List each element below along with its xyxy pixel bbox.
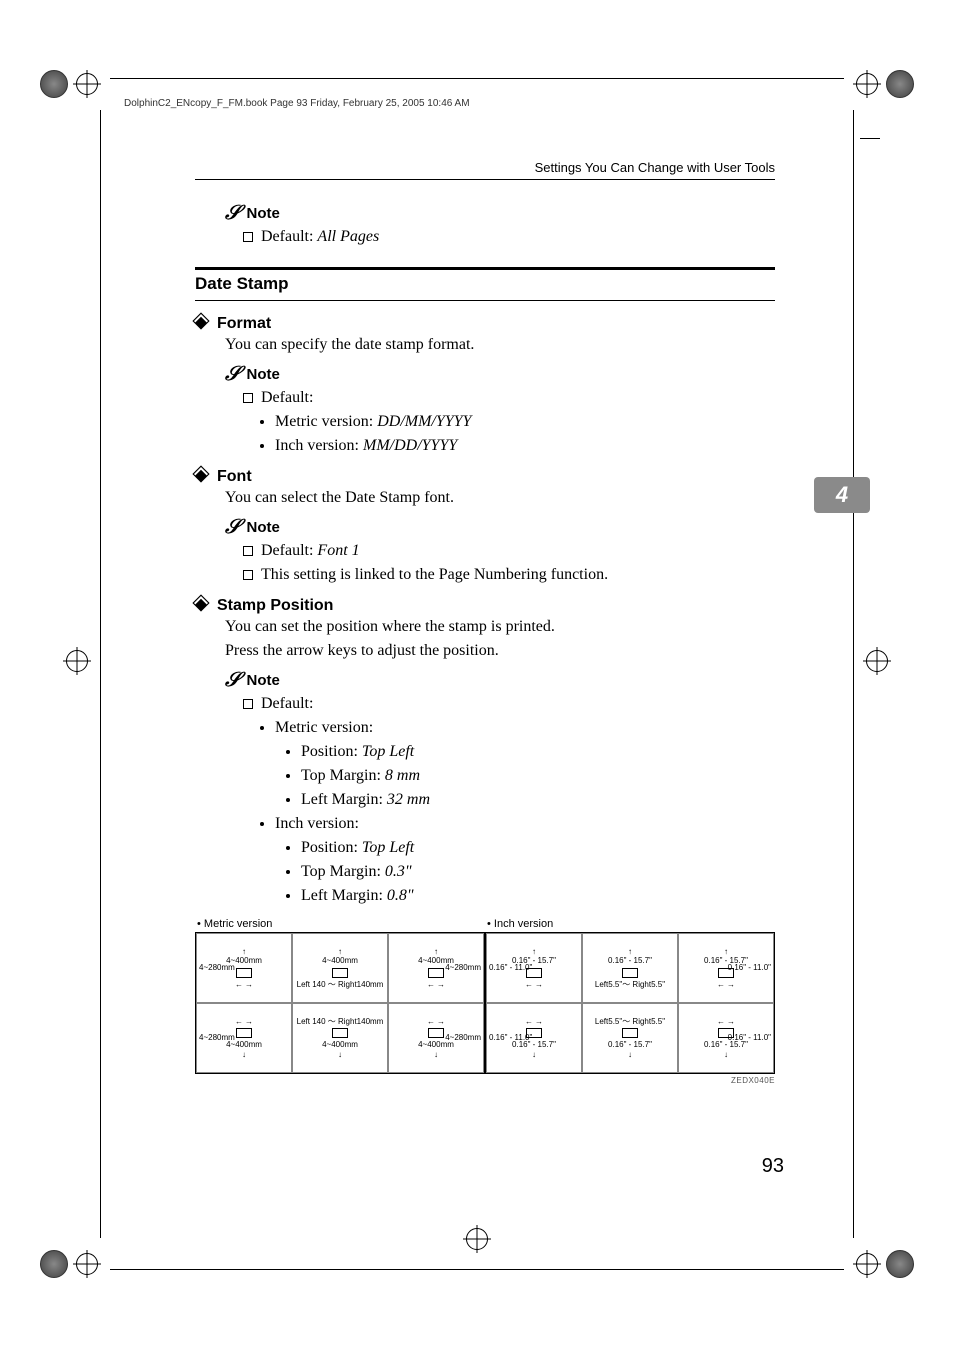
crop-mark-bottom-right — [856, 1250, 914, 1278]
stamp-desc2: Press the arrow keys to adjust the posit… — [225, 639, 775, 663]
font-heading: Font — [195, 468, 775, 486]
font-desc: You can select the Date Stamp font. — [225, 486, 775, 510]
crop-rule-left — [100, 110, 101, 1238]
stamp-inch-pos: Position: Top Left — [301, 836, 775, 860]
stamp-metric-pos: Position: Top Left — [301, 740, 775, 764]
format-inch: Inch version: MM/DD/YYYY — [275, 434, 775, 458]
crop-mark-bottom-center — [466, 1228, 488, 1250]
stamp-inch-label: Inch version: — [275, 812, 775, 836]
crop-rule-bottom — [110, 1269, 844, 1270]
section-date-stamp: Date Stamp — [195, 274, 775, 294]
crop-mark-bottom-left — [40, 1250, 98, 1278]
stamp-heading: Stamp Position — [195, 597, 775, 615]
diagram-inch-title: Inch version — [487, 918, 775, 930]
chapter-tab: 4 — [814, 477, 870, 513]
format-metric: Metric version: DD/MM/YYYY — [275, 410, 775, 434]
note-icon: 𝒮 — [225, 669, 240, 692]
format-heading: Format — [195, 315, 775, 333]
page-content: Settings You Can Change with User Tools … — [195, 160, 775, 1085]
stamp-inch-top: Top Margin: 0.3" — [301, 860, 775, 884]
running-head: Settings You Can Change with User Tools — [195, 160, 775, 180]
crop-mark-mid-left — [66, 650, 88, 672]
page-number: 93 — [762, 1155, 784, 1178]
format-note-heading: 𝒮 Note — [225, 363, 775, 386]
position-diagram: Metric version 4~280mm↑4~400mm ↑4~400mmL… — [195, 914, 775, 1085]
crop-mark-top-left — [40, 70, 98, 98]
book-header-line: DolphinC2_ENcopy_F_FM.book Page 93 Frida… — [124, 98, 470, 109]
stamp-default: Default: — [243, 692, 775, 716]
crop-rule-top — [110, 78, 844, 79]
stamp-inch-left: Left Margin: 0.8" — [301, 884, 775, 908]
crop-mark-mid-right — [866, 650, 888, 672]
note-icon: 𝒮 — [225, 516, 240, 539]
crop-rule-right — [853, 110, 854, 1238]
note-heading: 𝒮 Note — [225, 202, 775, 225]
stamp-metric-top: Top Margin: 8 mm — [301, 764, 775, 788]
format-default: Default: — [243, 386, 775, 410]
note-label: Note — [246, 205, 279, 222]
stamp-desc1: You can set the position where the stamp… — [225, 615, 775, 639]
diagram-metric-title: Metric version — [197, 918, 485, 930]
crop-mark-top-right — [856, 70, 914, 98]
stamp-note-heading: 𝒮 Note — [225, 669, 775, 692]
stamp-metric-left: Left Margin: 32 mm — [301, 788, 775, 812]
font-default: Default: Font 1 — [243, 539, 775, 563]
note-default: Default: All Pages — [243, 225, 775, 249]
format-desc: You can specify the date stamp format. — [225, 333, 775, 357]
font-linked: This setting is linked to the Page Numbe… — [243, 563, 775, 587]
diagram-ref: ZEDX040E — [485, 1076, 775, 1085]
note-icon: 𝒮 — [225, 202, 240, 225]
font-note-heading: 𝒮 Note — [225, 516, 775, 539]
stamp-metric-label: Metric version: — [275, 716, 775, 740]
note-icon: 𝒮 — [225, 363, 240, 386]
crop-tick — [860, 138, 880, 139]
